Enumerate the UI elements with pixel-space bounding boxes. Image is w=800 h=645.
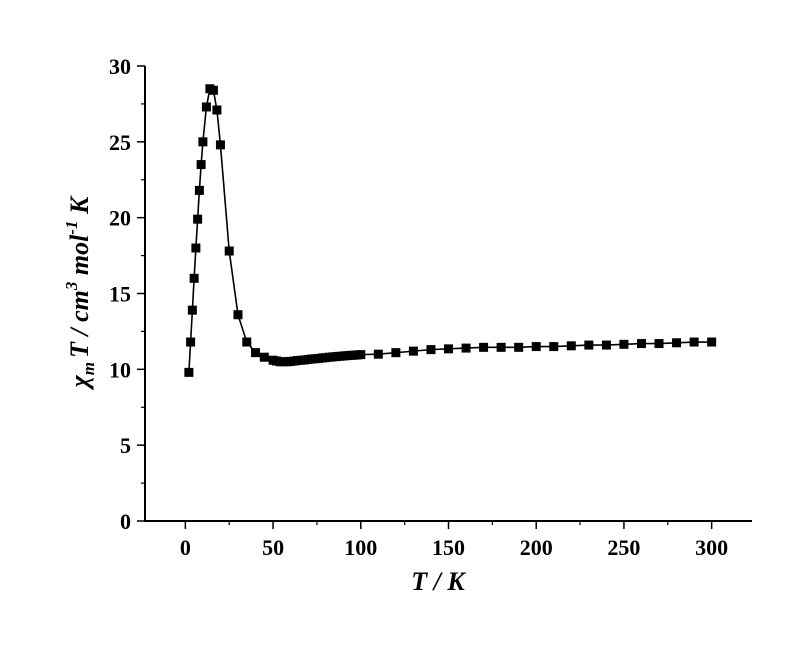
y-tick-label: 5 [120,433,131,458]
y-axis-chi-subscript: m [79,362,98,375]
data-point [208,85,218,95]
data-point [198,137,208,147]
data-point [201,102,211,112]
tick-labels: 0 50 100 150 200 250 300 0 5 10 15 20 25 30 [109,54,728,560]
svg-text:χmT / cm3 mol-1 K: χm T / cm3 mol-1 K [62,195,98,390]
y-tick-label: 30 [109,54,131,79]
data-point [707,337,717,347]
data-point [426,345,436,355]
data-point [215,140,225,150]
data-point [444,344,453,354]
data-point [373,349,383,359]
y-tick-label: 15 [109,282,131,307]
data-point [259,352,269,362]
data-point [186,337,196,347]
data-point [356,350,366,360]
y-tick-label: 0 [120,509,131,534]
y-axis-title: χm T / cm3 mol-1 K [62,195,98,390]
x-tick-label: 0 [180,535,191,560]
x-tick-label: 300 [695,535,728,560]
data-point [479,342,489,352]
data-point [391,348,401,358]
series-layer [184,84,717,377]
data-point [672,338,682,348]
tick-marks [137,65,713,529]
x-tick-label: 100 [344,535,377,560]
data-point [194,185,204,195]
x-tick-label: 250 [607,535,640,560]
data-point [196,160,206,170]
y-axis-unit-k: K [65,195,94,221]
y-tick-label: 20 [109,206,131,231]
data-point [654,339,664,349]
data-point [233,310,243,320]
data-point [584,340,594,350]
x-axis-title: T / K [411,567,466,596]
data-point [212,105,222,115]
data-point [601,340,611,350]
y-axis-mol-superscript: -1 [62,221,81,235]
y-axis-text-middle: T / cm [65,290,94,358]
data-point [496,342,506,352]
data-point [514,342,524,352]
data-point [549,342,559,352]
data-point [242,337,252,347]
x-tick-label: 200 [520,535,553,560]
y-axis-chi: χ [65,374,94,390]
data-point [251,348,261,358]
x-tick-label: 150 [432,535,465,560]
data-point [191,243,201,253]
data-point [636,339,646,349]
data-point [184,367,194,377]
data-point [224,246,234,256]
data-point [193,214,203,224]
data-point [531,342,541,352]
data-point [187,305,197,315]
data-point [408,346,418,356]
data-point [566,341,576,351]
data-point [189,273,199,283]
y-tick-label: 25 [109,130,131,155]
data-point [461,343,471,353]
data-point [619,339,629,349]
y-axis-mol: mol [65,234,94,282]
y-tick-label: 10 [109,357,131,382]
data-point [689,337,699,347]
y-axis-cm-superscript: 3 [62,281,81,291]
x-tick-label: 50 [262,535,284,560]
